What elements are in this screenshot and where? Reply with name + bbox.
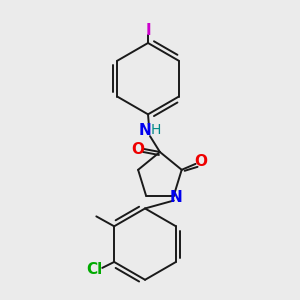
Text: N: N bbox=[169, 190, 182, 205]
Text: N: N bbox=[139, 123, 152, 138]
Text: O: O bbox=[194, 154, 207, 169]
Text: Cl: Cl bbox=[86, 262, 103, 278]
Text: H: H bbox=[151, 123, 161, 137]
Text: O: O bbox=[132, 142, 145, 157]
Text: I: I bbox=[145, 22, 151, 38]
